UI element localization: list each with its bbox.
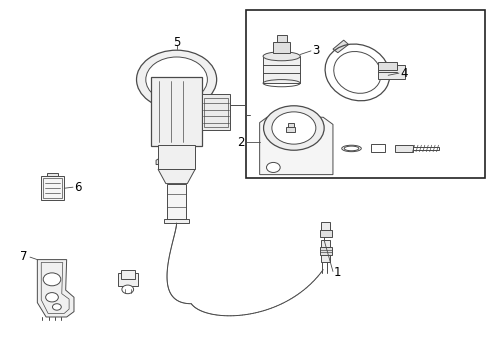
Text: 3: 3 xyxy=(312,44,319,57)
Bar xyxy=(164,219,189,223)
Circle shape xyxy=(267,129,280,139)
Circle shape xyxy=(267,162,280,172)
Bar xyxy=(321,222,330,230)
Ellipse shape xyxy=(263,52,300,61)
Polygon shape xyxy=(156,153,183,165)
Text: 1: 1 xyxy=(334,266,342,279)
Bar xyxy=(263,56,300,83)
Bar xyxy=(118,273,138,286)
Text: 5: 5 xyxy=(173,36,180,49)
Bar xyxy=(378,65,405,79)
Text: 7: 7 xyxy=(21,249,28,262)
Bar xyxy=(246,10,486,178)
Bar xyxy=(321,253,330,262)
Bar xyxy=(167,184,186,220)
Circle shape xyxy=(272,112,316,144)
Bar xyxy=(151,77,202,146)
Circle shape xyxy=(264,106,324,150)
Circle shape xyxy=(52,304,61,310)
Bar xyxy=(395,145,413,152)
Bar xyxy=(47,173,58,176)
Polygon shape xyxy=(333,40,348,53)
Text: 6: 6 xyxy=(74,181,82,194)
Bar xyxy=(378,62,397,69)
Bar xyxy=(121,270,135,279)
Circle shape xyxy=(146,57,207,102)
Bar xyxy=(288,123,294,127)
Circle shape xyxy=(46,293,58,302)
Bar xyxy=(43,178,62,198)
Circle shape xyxy=(43,273,61,286)
Bar xyxy=(41,176,64,200)
Polygon shape xyxy=(37,260,74,317)
Bar xyxy=(202,94,230,130)
Polygon shape xyxy=(260,117,333,175)
Text: 4: 4 xyxy=(400,67,408,80)
Text: 2: 2 xyxy=(237,136,245,149)
Bar xyxy=(286,127,295,132)
Circle shape xyxy=(122,285,134,294)
Bar xyxy=(277,35,287,42)
Bar xyxy=(320,247,332,255)
Polygon shape xyxy=(158,169,195,184)
Bar xyxy=(158,145,195,169)
Ellipse shape xyxy=(334,51,381,93)
Bar xyxy=(413,147,440,150)
Bar xyxy=(320,230,332,237)
Circle shape xyxy=(137,50,217,109)
Bar xyxy=(321,240,330,247)
Bar xyxy=(273,42,291,53)
Bar xyxy=(371,144,385,152)
Bar xyxy=(204,98,228,127)
